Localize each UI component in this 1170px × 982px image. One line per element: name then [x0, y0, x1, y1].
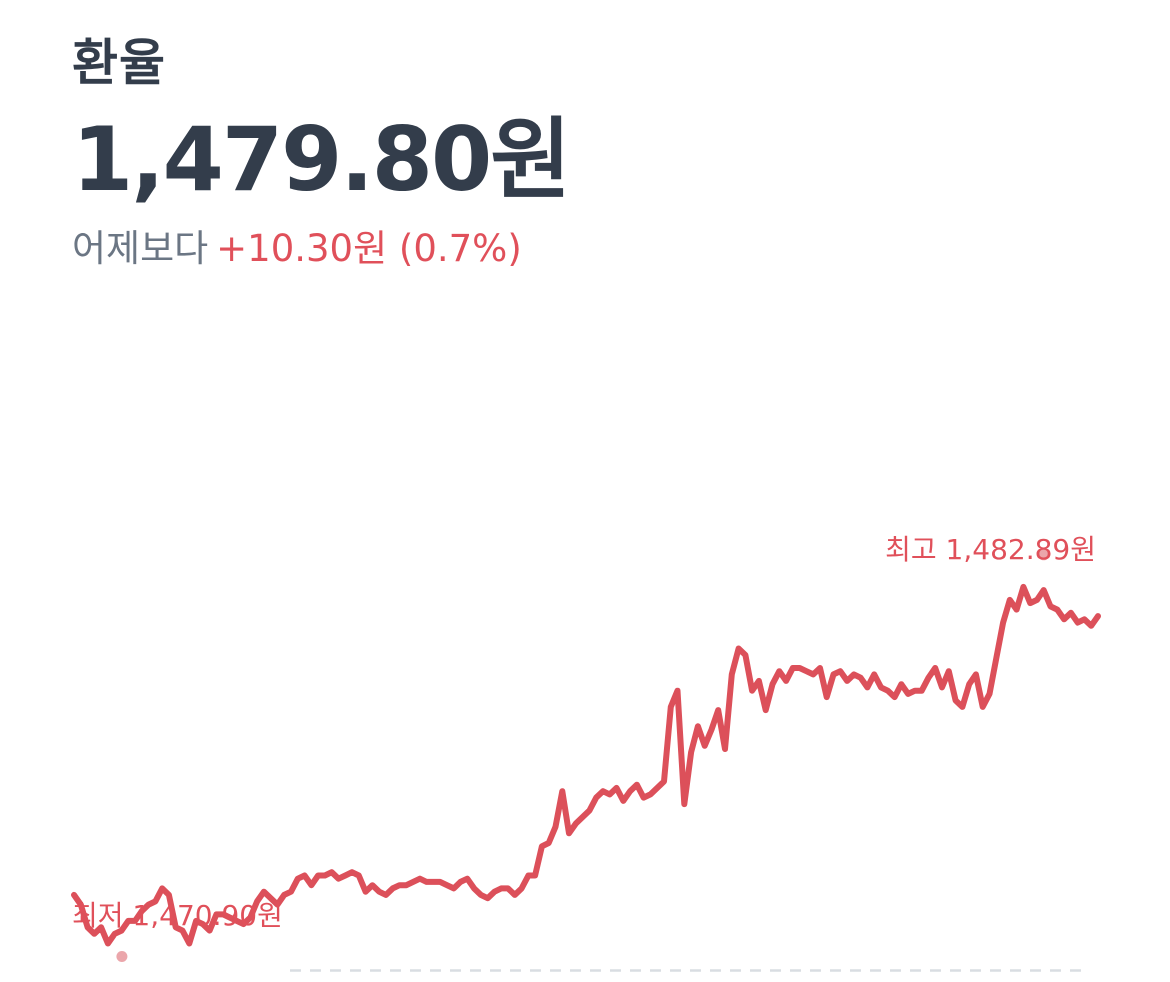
exchange-rate-line[interactable]	[71, 583, 1101, 947]
high-label: 최고 1,482.89원	[885, 533, 1096, 566]
high-marker	[1038, 549, 1050, 561]
page-title: 환율	[72, 34, 166, 92]
change-value: +10.30원 (0.7%)	[216, 227, 522, 270]
daily-change: 어제보다 +10.30원 (0.7%)	[72, 230, 569, 267]
low-label: 최저 1,470.90원	[72, 899, 283, 932]
change-label: 어제보다	[72, 227, 209, 270]
low-marker	[116, 951, 128, 963]
exchange-rate-header: 환율 1,479.80원 어제보다 +10.30원 (0.7%)	[72, 34, 571, 267]
current-rate: 1,479.80원	[72, 108, 571, 211]
